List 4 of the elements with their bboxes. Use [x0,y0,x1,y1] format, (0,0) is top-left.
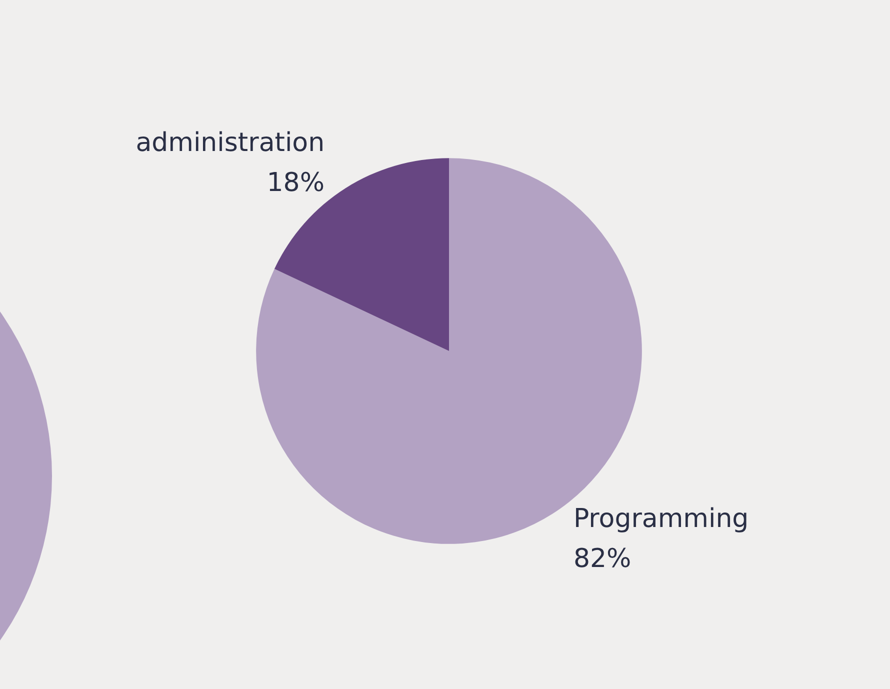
data-label: 82% [573,544,632,574]
slice-label: administration [136,128,325,158]
data-label: 18% [266,168,325,198]
slice-label: Programming [573,504,749,534]
